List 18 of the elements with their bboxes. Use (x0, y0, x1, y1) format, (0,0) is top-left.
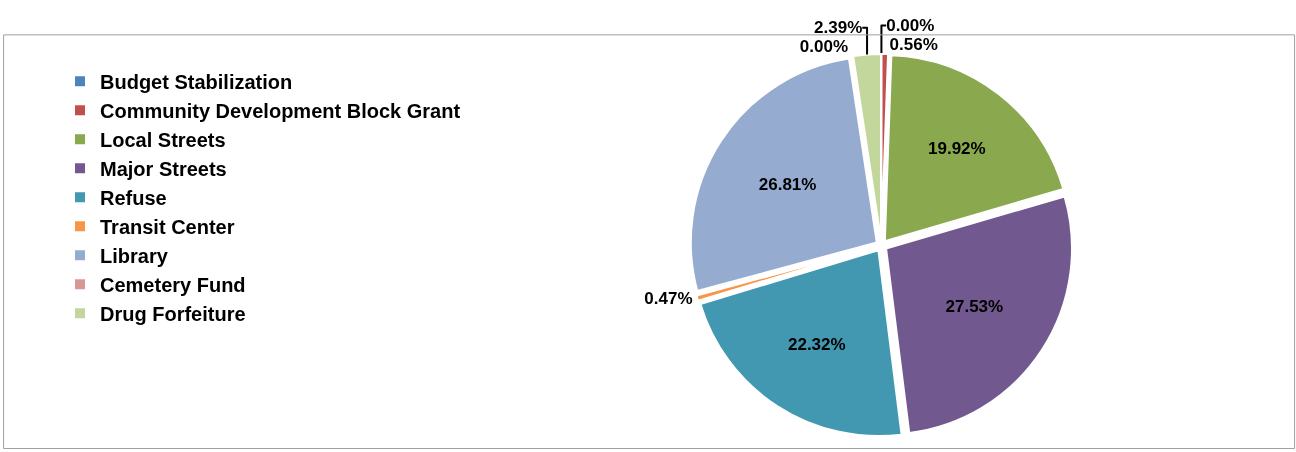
data-label: 22.32% (787, 335, 846, 355)
legend-label: Major Streets (100, 157, 227, 180)
legend-label: Library (100, 244, 169, 267)
data-label: 0.47% (644, 289, 693, 309)
data-label: 27.53% (945, 297, 1004, 316)
legend-label: Cemetery Fund (100, 273, 246, 296)
data-label: 0.56% (889, 35, 938, 55)
data-label: 2.39% (814, 18, 863, 38)
legend-label: Drug Forfeiture (100, 302, 246, 325)
legend-label: Transit Center (100, 215, 235, 238)
legend-label: Local Streets (100, 128, 226, 151)
text: 0.00% (799, 37, 849, 57)
legend-label: Community Development Block Grant (100, 99, 461, 122)
data-label: 26.81% (758, 174, 817, 194)
legend-label: Budget Stabilization (100, 70, 293, 93)
text: 0.00% (886, 16, 935, 36)
legend-label: Refuse (100, 186, 167, 209)
data-label: 19.92% (927, 139, 986, 159)
